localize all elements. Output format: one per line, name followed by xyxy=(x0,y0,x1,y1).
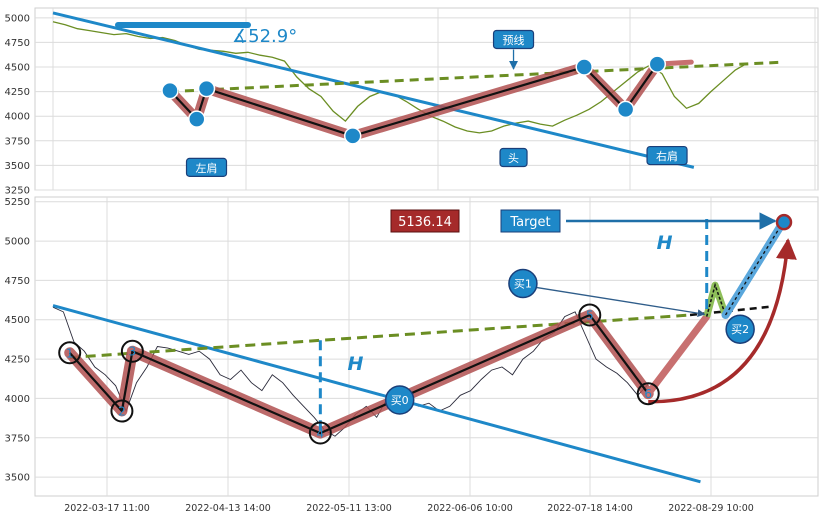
pivot-number: 1 xyxy=(66,346,74,360)
pivot-dot xyxy=(343,127,362,145)
trendline-top xyxy=(52,11,695,169)
target-line xyxy=(724,220,785,316)
plot-area-top xyxy=(34,7,819,191)
x-tick-label: 2022-08-29 10:00 xyxy=(668,503,754,514)
y-tick-label: 5000 xyxy=(5,13,30,24)
pivot-number: 5 xyxy=(586,309,594,323)
pivot-dot xyxy=(197,79,216,98)
pivot-dot xyxy=(648,55,667,73)
pivot-ring xyxy=(110,399,134,423)
y-tick-label: 3500 xyxy=(5,473,30,484)
y-tick-label: 4000 xyxy=(5,394,30,405)
pivot-ring xyxy=(578,303,602,327)
y-tick-label: 3750 xyxy=(5,433,30,444)
y-tick-label: 3250 xyxy=(5,186,30,197)
trendline-bottom xyxy=(52,304,701,484)
x-tick-label: 2022-04-13 14:00 xyxy=(185,503,271,514)
top-tag-2-box xyxy=(499,147,528,168)
measure-h-label: H xyxy=(347,353,363,375)
target-text-box xyxy=(500,209,561,233)
pivot-ring xyxy=(120,339,144,363)
y-tick-label: 4250 xyxy=(5,87,30,98)
breakout-line xyxy=(705,282,727,317)
y-tick-label: 4750 xyxy=(5,38,30,49)
buy1-circle xyxy=(508,268,538,299)
buy2-label: 买2 xyxy=(731,323,749,336)
angle-label: ∡52.9° xyxy=(232,26,297,47)
y-tick-label: 4500 xyxy=(5,63,30,74)
top-tag-1-box xyxy=(185,157,228,177)
pivot-number: 4 xyxy=(317,427,325,441)
y-tick-label: 5000 xyxy=(5,237,30,248)
pivot-dot xyxy=(188,110,206,128)
top-tag-0-label: 预线 xyxy=(503,33,525,47)
plot-area-bottom xyxy=(34,196,819,497)
y-tick-label: 5250 xyxy=(5,197,30,208)
pivot-number: 2 xyxy=(118,405,126,419)
pivot-ring xyxy=(308,421,332,445)
x-tick-label: 2022-07-18 14:00 xyxy=(547,503,633,514)
buy1-arrow xyxy=(536,286,706,317)
y-tick-label: 4250 xyxy=(5,355,30,366)
pivot-dot xyxy=(616,100,635,119)
top-tag-1-label: 左肩 xyxy=(196,161,218,175)
x-tick-label: 2022-05-11 13:00 xyxy=(306,503,392,514)
target-text-label: Target xyxy=(509,215,550,230)
buy1-label: 买1 xyxy=(514,278,532,291)
target-price-label: 5136.14 xyxy=(398,215,452,230)
pivot-dot xyxy=(575,58,593,76)
x-tick-label: 2022-06-06 10:00 xyxy=(427,503,513,514)
target-price-box xyxy=(390,209,460,233)
y-tick-label: 4500 xyxy=(5,315,30,326)
pivot-number: 6 xyxy=(644,387,652,401)
y-tick-label: 3500 xyxy=(5,161,30,172)
x-tick-label: 2022-03-17 11:00 xyxy=(64,503,150,514)
y-tick-label: 3750 xyxy=(5,136,30,147)
pattern-line-bottom xyxy=(68,313,650,435)
pivot-dot xyxy=(161,81,179,100)
buy0-label: 买0 xyxy=(391,394,409,407)
y-tick-label: 4000 xyxy=(5,112,30,123)
projection-bottom xyxy=(644,313,711,398)
buy2-circle xyxy=(725,314,755,344)
target-curve-arrow xyxy=(648,238,797,404)
pivot-ring xyxy=(58,341,82,365)
neckline-top xyxy=(169,60,785,94)
top-tag-0-box xyxy=(492,29,535,50)
top-tag-3-box xyxy=(646,145,688,166)
top-tag-3-label: 右肩 xyxy=(656,149,678,163)
pivot-number: 3 xyxy=(129,345,137,359)
y-tick-label: 4750 xyxy=(5,276,30,287)
buy0-circle xyxy=(384,385,415,415)
target-point xyxy=(775,213,793,231)
pivot-ring xyxy=(636,382,660,406)
top-tag-2-label: 头 xyxy=(508,152,519,165)
measure-h-label: H xyxy=(657,232,673,254)
